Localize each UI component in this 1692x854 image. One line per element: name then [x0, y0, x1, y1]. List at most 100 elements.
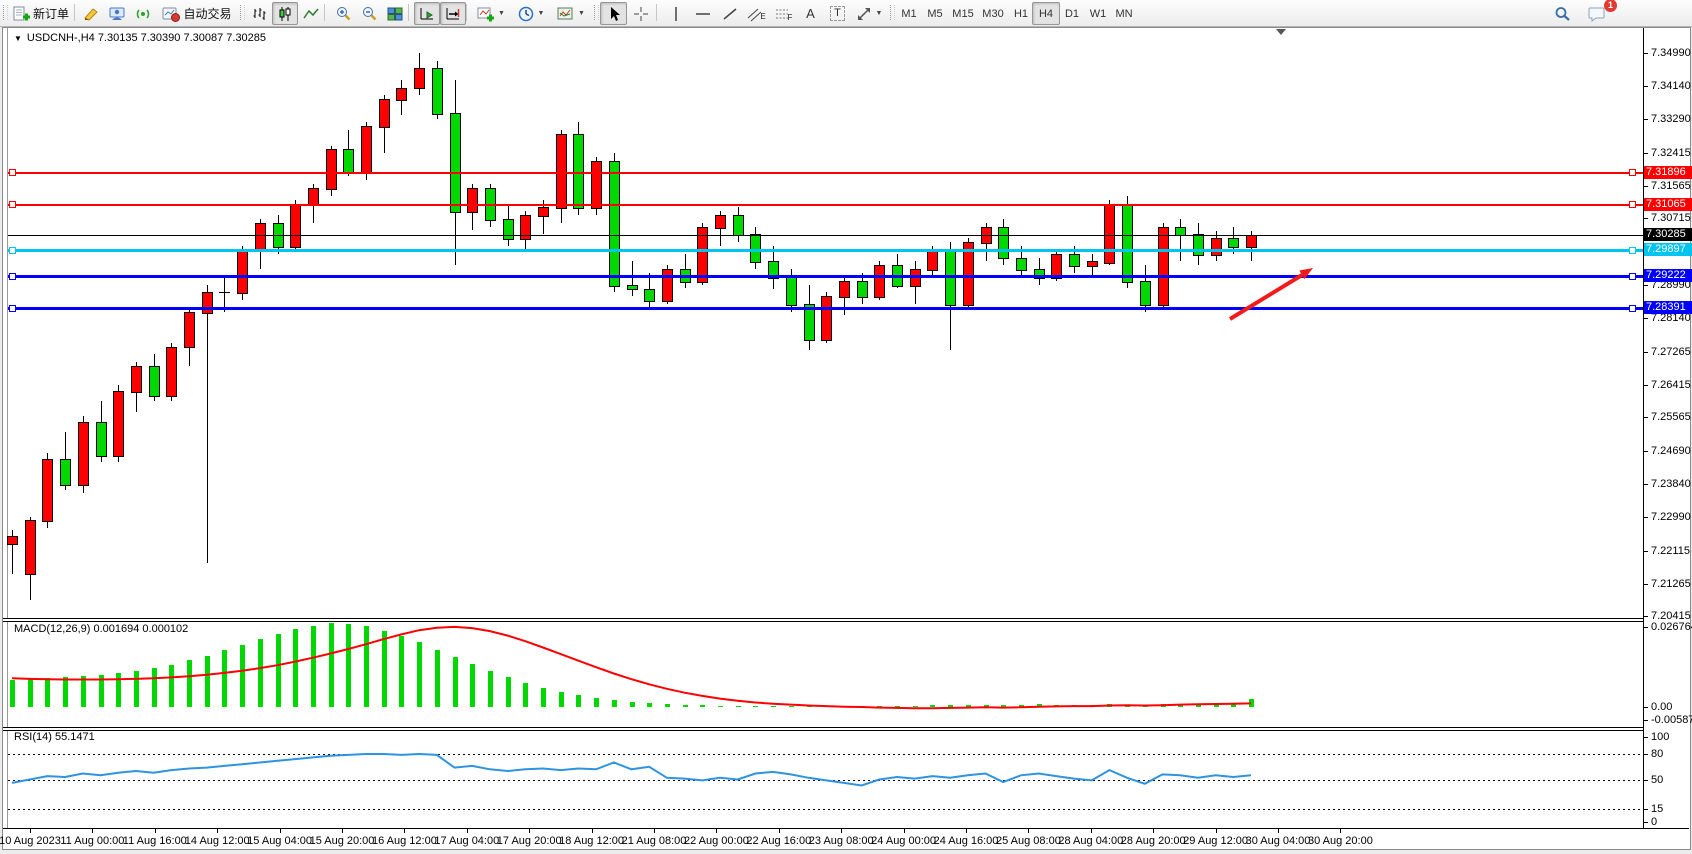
toolbar-grip[interactable] [240, 5, 245, 20]
indicators-button[interactable]: ▼ [472, 2, 510, 25]
trendline-icon [723, 7, 736, 20]
macd-rsi-separator[interactable] [3, 727, 1643, 731]
line-handle-right[interactable] [1629, 272, 1636, 280]
templates-button[interactable]: ▼ [552, 2, 590, 25]
autotrading-button[interactable]: 自动交易 [156, 2, 238, 25]
autotrading-icon [162, 7, 181, 22]
macd-histogram-bar [328, 623, 334, 707]
crosshair-button[interactable] [627, 2, 654, 25]
auto-scroll-button[interactable] [414, 2, 440, 25]
autotrading-label: 自动交易 [183, 7, 232, 21]
horizontal-line-7.30285[interactable] [8, 235, 1643, 236]
time-tick-label: 15 Aug 04:00 [247, 835, 313, 847]
time-tick-label: 29 Aug 12:00 [1183, 835, 1249, 847]
macd-histogram-bar [399, 635, 405, 707]
macd-histogram-bar [735, 705, 741, 707]
timeframe-D1[interactable]: D1 [1064, 7, 1080, 20]
text-button[interactable]: A [797, 2, 824, 25]
main-macd-separator[interactable] [3, 618, 1643, 622]
zoom-in-button[interactable] [330, 2, 356, 25]
candle [1086, 261, 1098, 268]
timeframe-MN[interactable]: MN [1115, 7, 1133, 20]
macd-histogram-bar [10, 680, 15, 707]
line-handle-left[interactable] [9, 246, 16, 254]
search-button[interactable] [1548, 2, 1576, 25]
macd-histogram-bar [151, 668, 157, 707]
trendline-button[interactable] [716, 2, 743, 25]
chart-window[interactable] [2, 27, 1691, 850]
macd-histogram-bar [417, 642, 423, 707]
price-tick [1643, 616, 1648, 618]
chart-shift-marker-icon[interactable] [1276, 29, 1286, 35]
expand-arrow-icon[interactable]: ▼ [14, 33, 22, 43]
line-handle-right[interactable] [1629, 246, 1636, 254]
macd-histogram-bar [1036, 704, 1042, 707]
indicators-icon [477, 7, 495, 21]
text-tool-letter: A [806, 6, 815, 21]
vertical-line-button[interactable] [662, 2, 689, 25]
horizontal-line-button[interactable] [689, 2, 716, 25]
macd-histogram-bar [434, 649, 440, 707]
horizontal-line-7.28391[interactable] [8, 307, 1643, 311]
time-tick [217, 829, 219, 833]
fibonacci-button[interactable]: F [770, 2, 797, 25]
arrows-button[interactable]: ▼ [851, 2, 887, 25]
notification-badge: 1 [1604, 0, 1617, 12]
chat-button[interactable]: 1 [1582, 0, 1617, 25]
macd-histogram-bar [240, 644, 246, 707]
line-chart-button[interactable] [298, 2, 324, 25]
horizontal-line-7.31896[interactable] [8, 171, 1643, 174]
price-tick-label: 7.22115 [1651, 544, 1690, 557]
toolbar-grip[interactable] [890, 5, 895, 20]
candle [130, 365, 142, 393]
candle [1192, 234, 1204, 256]
timeframe-M15[interactable]: M15 [952, 7, 974, 20]
timeframe-H1[interactable]: H1 [1013, 7, 1029, 20]
rsi-level-line [8, 809, 1643, 811]
candle [1015, 257, 1027, 272]
equidistant-channel-button[interactable]: E [743, 2, 770, 25]
tile-windows-button[interactable] [382, 2, 408, 25]
signals-button[interactable] [130, 2, 156, 25]
community-button[interactable] [104, 2, 130, 25]
timeframe-M5[interactable]: M5 [927, 7, 943, 20]
zoom-out-button[interactable] [356, 2, 382, 25]
horizontal-line-7.31065[interactable] [8, 203, 1643, 206]
line-handle-right[interactable] [1629, 169, 1636, 177]
price-tick [1643, 118, 1648, 120]
cursor-button[interactable] [600, 2, 627, 25]
toolbar-grip[interactable] [3, 5, 8, 20]
macd-histogram-bar [895, 705, 900, 707]
macd-histogram-bar [541, 687, 546, 707]
timeframe-M1[interactable]: M1 [901, 7, 917, 20]
candlestick-button[interactable] [272, 2, 298, 25]
toolbar-grip[interactable] [594, 5, 599, 20]
line-handle-left[interactable] [9, 201, 16, 209]
candle [361, 126, 372, 173]
bar-chart-button[interactable] [246, 2, 272, 25]
macd-histogram-bar [700, 705, 706, 707]
price-tick-label: 7.30715 [1651, 212, 1691, 225]
metaeditor-button[interactable] [78, 2, 104, 25]
timeframe-M30[interactable]: M30 [982, 7, 1004, 20]
time-tick [716, 829, 718, 833]
horizontal-line-7.29897[interactable] [8, 249, 1643, 252]
chart-shift-button[interactable] [440, 2, 466, 25]
rsi-axis-label: 100 [1651, 731, 1670, 743]
macd-axis-label: 0.026764 [1651, 621, 1692, 633]
line-handle-right[interactable] [1629, 304, 1636, 312]
line-handle-left[interactable] [9, 304, 16, 312]
timeframe-W1[interactable]: W1 [1089, 7, 1107, 20]
text-label-button[interactable]: T [824, 2, 851, 25]
rsi-axis-tick [1643, 809, 1648, 811]
new-order-button[interactable]: 新订单 [9, 2, 73, 25]
timeframe-H4[interactable]: H4 [1032, 2, 1060, 25]
line-handle-left[interactable] [9, 169, 16, 177]
line-handle-right[interactable] [1629, 201, 1636, 209]
horizontal-line-7.29222[interactable] [8, 275, 1643, 278]
periods-button[interactable]: ▼ [512, 2, 550, 25]
macd-histogram-bar [1195, 704, 1201, 707]
channel-icon [747, 8, 762, 21]
line-handle-left[interactable] [9, 272, 16, 280]
time-tick [778, 829, 780, 833]
